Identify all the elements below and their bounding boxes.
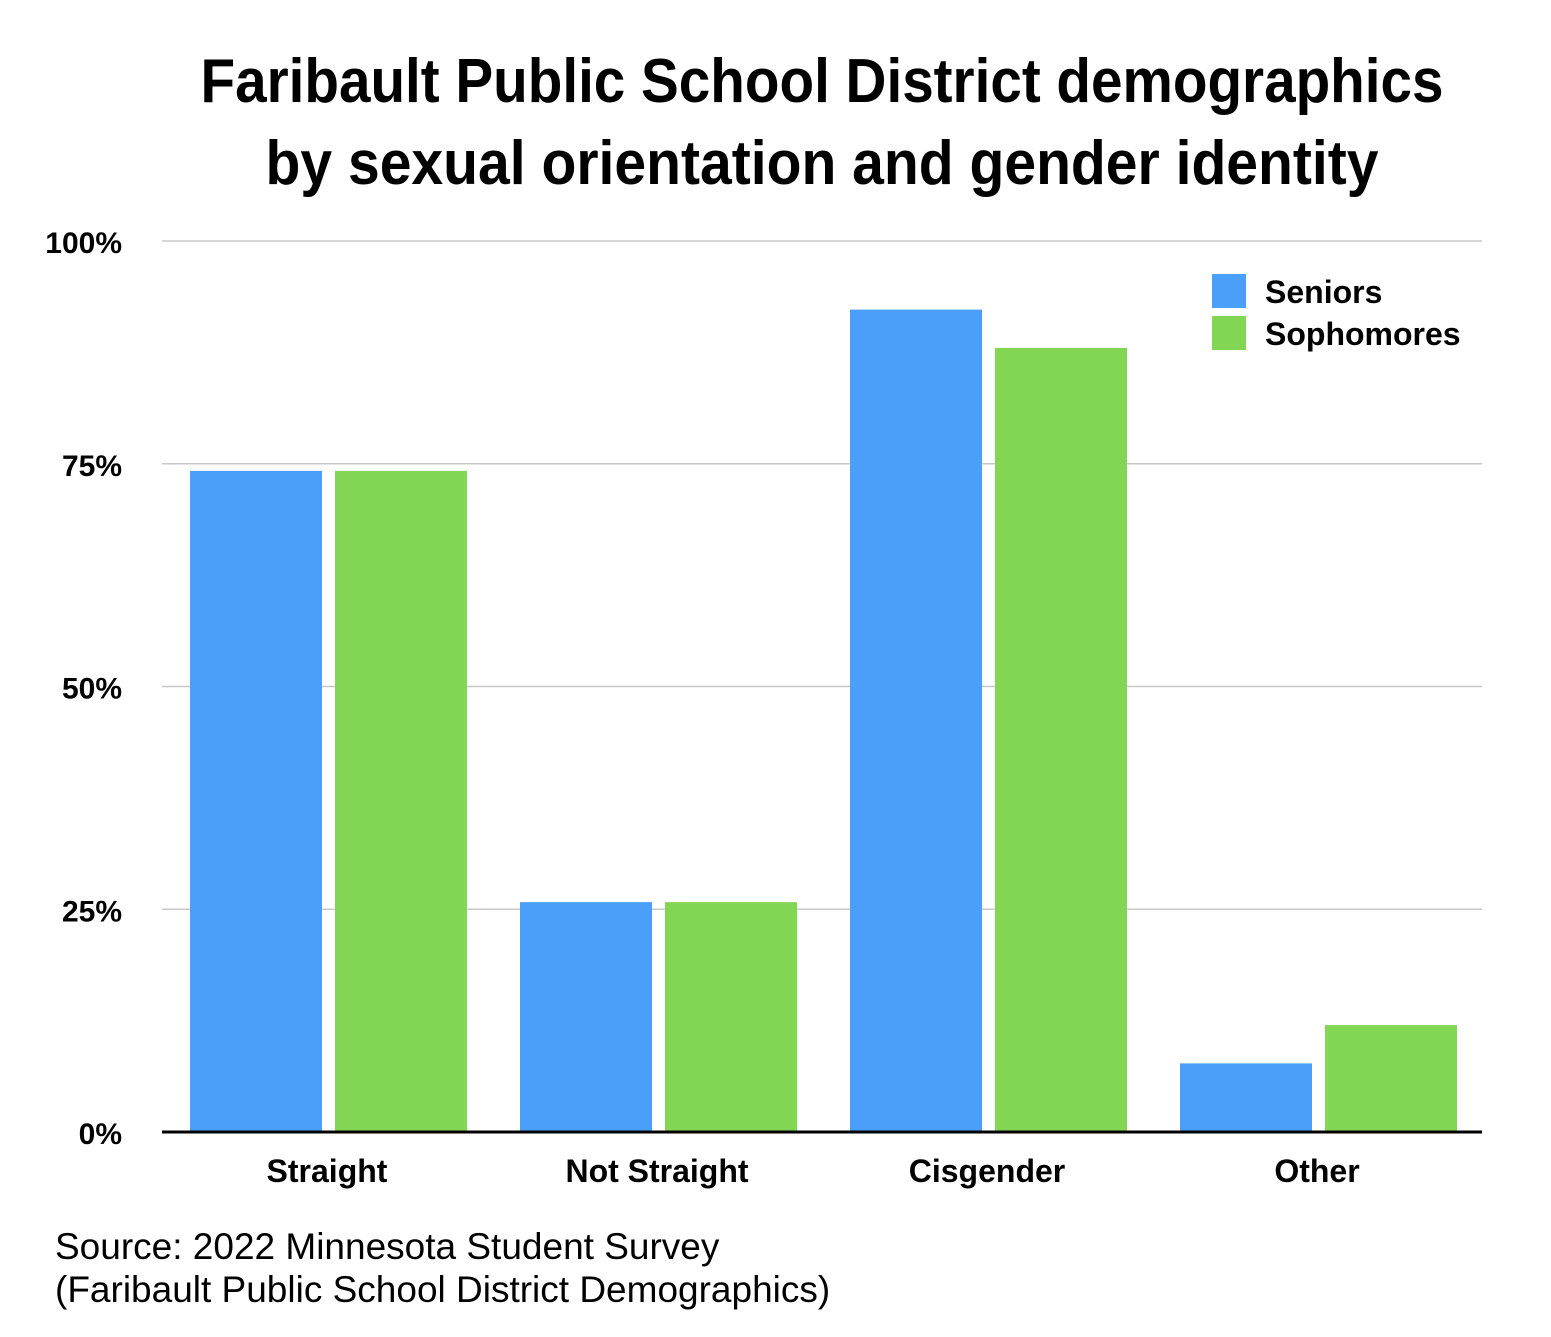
bar-seniors-other bbox=[1180, 1063, 1312, 1132]
bar-sophomores-straight bbox=[335, 470, 467, 1132]
x-tick-label: Straight bbox=[267, 1153, 388, 1189]
bar-sophomores-not-straight bbox=[665, 902, 797, 1132]
bar-sophomores-cisgender bbox=[995, 347, 1127, 1132]
source-line-2: (Faribault Public School District Demogr… bbox=[55, 1269, 830, 1310]
chart-title-line-1: Faribault Public School District demogra… bbox=[201, 47, 1444, 116]
chart-title-line-2: by sexual orientation and gender identit… bbox=[266, 129, 1379, 198]
legend-swatch-sophomores bbox=[1212, 316, 1246, 350]
legend-swatch-seniors bbox=[1212, 274, 1246, 308]
x-tick-label: Cisgender bbox=[909, 1153, 1065, 1189]
x-tick-label: Not Straight bbox=[565, 1153, 748, 1189]
bar-seniors-straight bbox=[190, 470, 322, 1132]
y-tick-label: 50% bbox=[62, 673, 122, 706]
x-tick-label: Other bbox=[1274, 1153, 1359, 1189]
source-line-1: Source: 2022 Minnesota Student Survey bbox=[55, 1226, 720, 1267]
y-tick-label: 75% bbox=[62, 450, 122, 483]
bar-seniors-cisgender bbox=[850, 309, 982, 1132]
bar-seniors-not-straight bbox=[520, 902, 652, 1132]
bar-sophomores-other bbox=[1325, 1025, 1457, 1132]
y-tick-label: 100% bbox=[45, 227, 122, 260]
y-tick-label: 25% bbox=[62, 895, 122, 928]
y-tick-label: 0% bbox=[79, 1118, 122, 1151]
legend-label-sophomores: Sophomores bbox=[1265, 316, 1461, 352]
legend-label-seniors: Seniors bbox=[1265, 274, 1382, 310]
